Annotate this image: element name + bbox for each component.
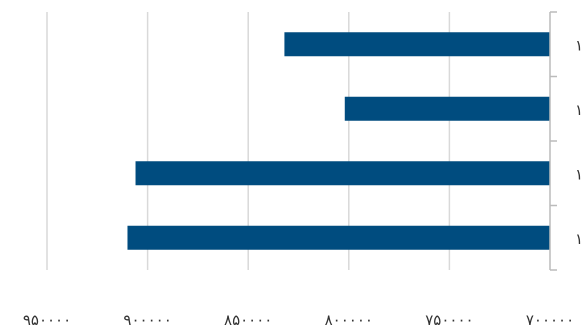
y-tick-labels: ۱ ۱ ۱ ۱ [575,36,583,248]
bar [127,225,550,250]
x-tick-label: ۹۵۰۰۰۰ [23,311,71,329]
bars [127,32,550,250]
y-tick-label: ۱ [575,165,583,183]
x-tick-label: ۸۰۰۰۰۰ [325,311,373,329]
x-tick-label: ۹۰۰۰۰۰ [123,311,171,329]
y-tick-label: ۱ [575,36,583,54]
x-tick-label: ۸۵۰۰۰۰ [224,311,272,329]
x-tick-labels: ۹۵۰۰۰۰ ۹۰۰۰۰۰ ۸۵۰۰۰۰ ۸۰۰۰۰۰ ۷۵۰۰۰۰ ۷۰۰۰۰۰ [23,311,574,329]
bar [344,96,550,121]
x-tick-label: ۷۵۰۰۰۰ [425,311,473,329]
x-tick-label: ۷۰۰۰۰۰ [526,311,574,329]
bar [284,32,550,57]
bar [135,161,550,186]
y-axis [549,11,557,271]
y-tick-label: ۱ [575,101,583,119]
y-tick-label: ۱ [575,230,583,248]
